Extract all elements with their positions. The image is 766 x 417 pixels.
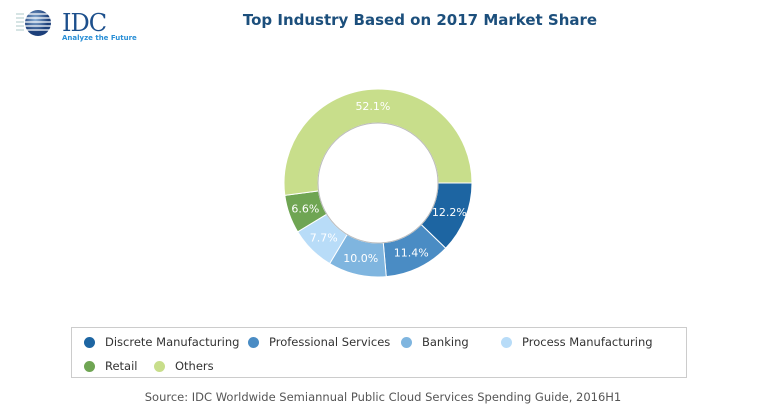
legend-item[interactable]: Process Manufacturing — [501, 335, 653, 349]
legend-label: Banking — [422, 335, 469, 349]
source-note: Source: IDC Worldwide Semiannual Public … — [144, 390, 622, 404]
data-label: 12.2% — [432, 206, 467, 219]
chart-title: Top Industry Based on 2017 Market Share — [242, 11, 598, 29]
legend-marker-icon — [401, 336, 412, 348]
data-label: 6.6% — [291, 203, 319, 216]
legend-item[interactable]: Professional Services — [248, 335, 390, 349]
globe-icon — [14, 10, 58, 36]
legend-item[interactable]: Others — [154, 359, 214, 373]
legend-label: Discrete Manufacturing — [105, 335, 240, 349]
legend-label: Retail — [105, 359, 138, 373]
data-label: 7.7% — [310, 232, 338, 245]
legend-marker-icon — [154, 360, 165, 372]
logo-tagline: Analyze the Future — [62, 34, 137, 42]
legend-label: Professional Services — [269, 335, 391, 349]
data-label: 11.4% — [394, 246, 429, 259]
logo-text: IDC — [62, 9, 107, 37]
donut-hole — [317, 122, 439, 244]
data-label: 10.0% — [343, 252, 378, 265]
legend-marker-icon — [501, 336, 512, 348]
legend-marker-icon — [248, 336, 259, 348]
idc-logo: IDC Analyze the Future — [14, 6, 137, 42]
legend-marker-icon — [84, 336, 95, 348]
legend-label: Others — [175, 359, 214, 373]
legend-item[interactable]: Retail — [84, 359, 138, 373]
legend-item[interactable]: Banking — [401, 335, 469, 349]
legend: Discrete Manufacturing Professional Servi… — [71, 327, 687, 378]
legend-label: Process Manufacturing — [522, 335, 653, 349]
legend-marker-icon — [84, 360, 95, 372]
data-label: 52.1% — [355, 100, 390, 113]
donut-chart: 12.2% 11.4% 10.0% 7.7% 6.6% 52.1% — [283, 88, 473, 278]
legend-item[interactable]: Discrete Manufacturing — [84, 335, 239, 349]
